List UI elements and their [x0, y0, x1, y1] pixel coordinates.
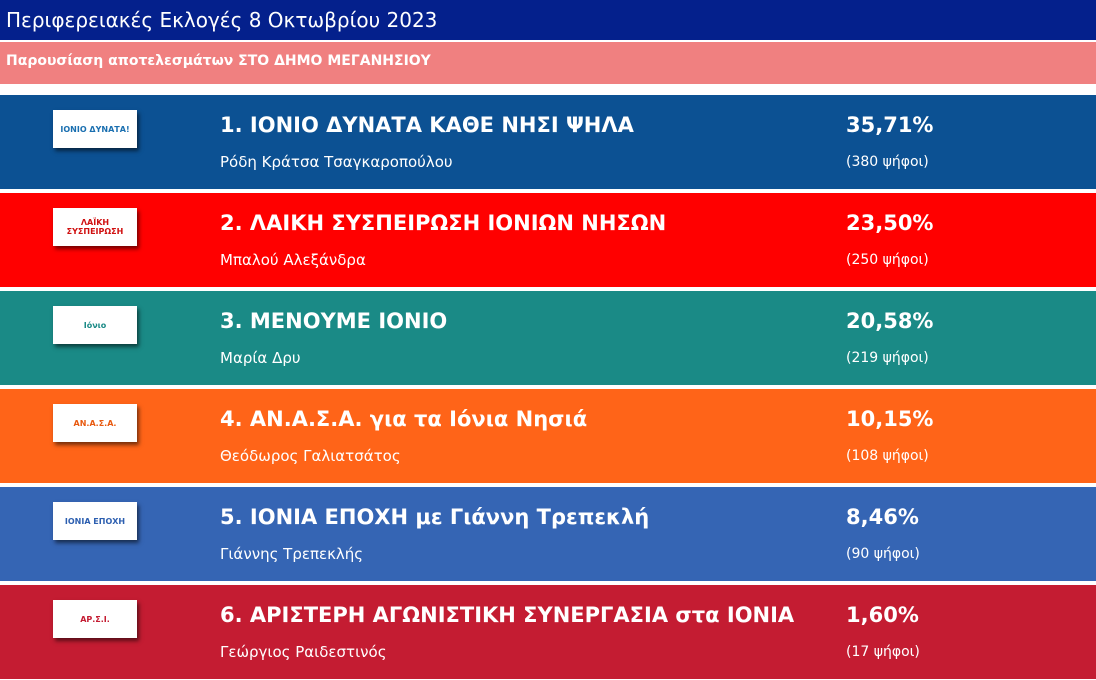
vote-count: (219 ψήφοι): [846, 350, 929, 366]
party-logo: ΑΝ.Α.Σ.Α.: [53, 404, 137, 442]
vote-count: (250 ψήφοι): [846, 252, 929, 268]
result-row: ΛΑΪΚΗ ΣΥΣΠΕΙΡΩΣΗ 2. ΛΑΙΚΗ ΣΥΣΠΕΙΡΩΣΗ ΙΟΝΙ…: [0, 193, 1096, 287]
party-name: 1. ΙΟΝΙΟ ΔΥΝΑΤΑ ΚΑΘΕ ΝΗΣΙ ΨΗΛΑ: [220, 113, 634, 137]
party-logo: ΙΟΝΙΟ ΔΥΝΑΤΑ!: [53, 110, 137, 148]
party-logo: ΑΡ.Σ.Ι.: [53, 600, 137, 638]
party-name: 6. ΑΡΙΣΤΕΡΗ ΑΓΩΝΙΣΤΙΚΗ ΣΥΝΕΡΓΑΣΙΑ στα ΙΟ…: [220, 603, 795, 627]
candidate-name: Ρόδη Κράτσα Τσαγκαροπούλου: [220, 153, 453, 171]
candidate-name: Γεώργιος Ραιδεστινός: [220, 643, 387, 661]
candidate-name: Θεόδωρος Γαλιατσάτος: [220, 447, 401, 465]
vote-percent: 1,60%: [846, 603, 919, 627]
vote-count: (380 ψήφοι): [846, 154, 929, 170]
vote-percent: 8,46%: [846, 505, 919, 529]
subtitle-bar: Παρουσίαση αποτελεσμάτων ΣΤΟ ΔΗΜΟ ΜΕΓΑΝΗ…: [0, 42, 1096, 84]
party-name: 5. ΙΟΝΙΑ ΕΠΟΧΗ με Γιάννη Τρεπεκλή: [220, 505, 650, 529]
result-row: ΑΝ.Α.Σ.Α. 4. ΑΝ.Α.Σ.Α. για τα Ιόνια Νησιά…: [0, 389, 1096, 483]
vote-count: (108 ψήφοι): [846, 448, 929, 464]
vote-count: (17 ψήφοι): [846, 644, 920, 660]
vote-percent: 23,50%: [846, 211, 934, 235]
vote-percent: 20,58%: [846, 309, 934, 333]
result-row: ΙΟΝΙΟ ΔΥΝΑΤΑ! 1. ΙΟΝΙΟ ΔΥΝΑΤΑ ΚΑΘΕ ΝΗΣΙ Ψ…: [0, 95, 1096, 189]
party-name: 3. ΜΕΝΟΥΜΕ ΙΟΝΙΟ: [220, 309, 448, 333]
candidate-name: Μπαλού Αλεξάνδρα: [220, 251, 366, 269]
candidate-name: Γιάννης Τρεπεκλής: [220, 545, 364, 563]
vote-percent: 35,71%: [846, 113, 934, 137]
result-row: ΑΡ.Σ.Ι. 6. ΑΡΙΣΤΕΡΗ ΑΓΩΝΙΣΤΙΚΗ ΣΥΝΕΡΓΑΣΙΑ…: [0, 585, 1096, 679]
party-name: 4. ΑΝ.Α.Σ.Α. για τα Ιόνια Νησιά: [220, 407, 588, 431]
vote-percent: 10,15%: [846, 407, 934, 431]
party-logo: ΛΑΪΚΗ ΣΥΣΠΕΙΡΩΣΗ: [53, 208, 137, 246]
result-row: ΙΟΝΙΑ ΕΠΟΧΗ 5. ΙΟΝΙΑ ΕΠΟΧΗ με Γιάννη Τρεπ…: [0, 487, 1096, 581]
page-title: Περιφερειακές Εκλογές 8 Οκτωβρίου 2023: [0, 0, 1096, 40]
candidate-name: Μαρία Δρυ: [220, 349, 301, 367]
result-row: Ιόνιο 3. ΜΕΝΟΥΜΕ ΙΟΝΙΟ Μαρία Δρυ 20,58% (219…: [0, 291, 1096, 385]
party-logo: ΙΟΝΙΑ ΕΠΟΧΗ: [53, 502, 137, 540]
party-logo: Ιόνιο: [53, 306, 137, 344]
vote-count: (90 ψήφοι): [846, 546, 920, 562]
party-name: 2. ΛΑΙΚΗ ΣΥΣΠΕΙΡΩΣΗ ΙΟΝΙΩΝ ΝΗΣΩΝ: [220, 211, 667, 235]
